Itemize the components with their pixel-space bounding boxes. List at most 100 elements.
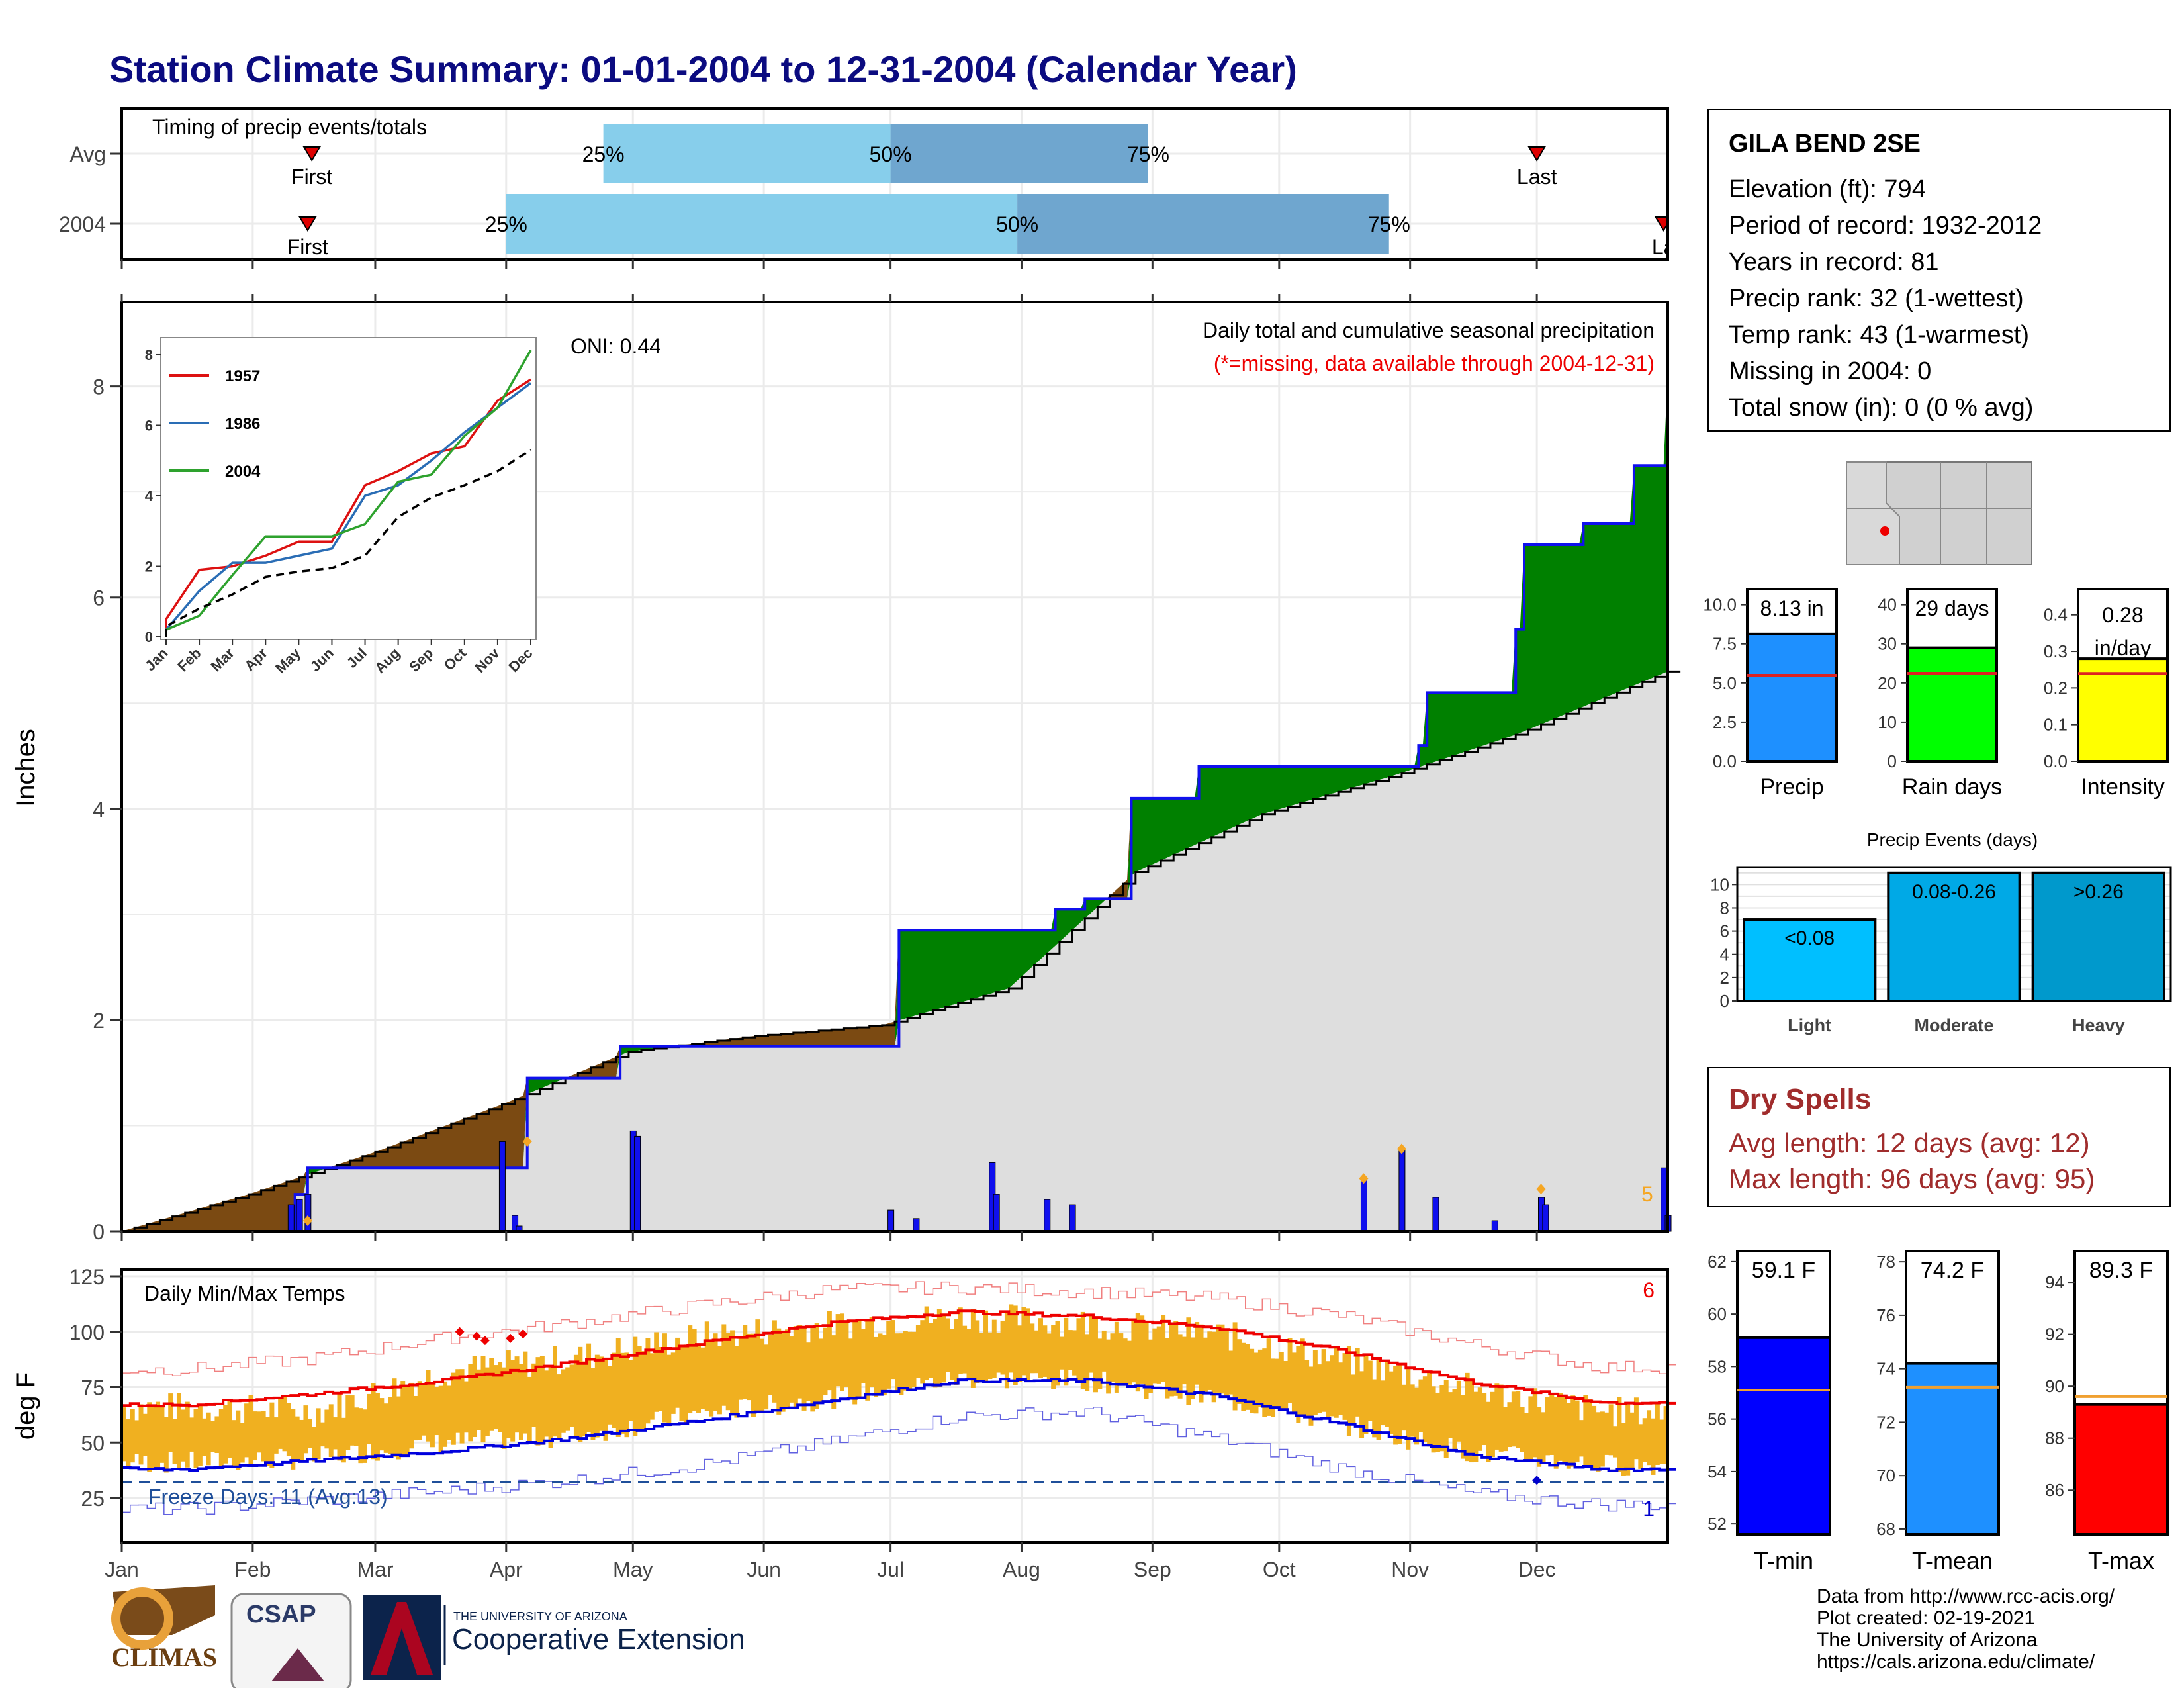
daily-temp-bar [375, 1392, 380, 1461]
daily-temp-bar [1393, 1366, 1398, 1445]
daily-temp-bar [1046, 1333, 1052, 1382]
daily-temp-bar [654, 1332, 659, 1412]
events-bar [1887, 871, 2021, 1002]
daily-temp-bar [1570, 1395, 1576, 1467]
daily-temp-bar [1321, 1349, 1326, 1412]
temp-bar-y-tick-label: 76 [1876, 1305, 1895, 1325]
events-bar-label: Heavy [2072, 1015, 2125, 1035]
daily-temp-bar [1059, 1336, 1064, 1370]
temp-panel: Daily Min/Max Temps 6 1 Freeze Days: 11 (Av… [11, 1265, 1676, 1581]
summary-y-tick-label: 0.0 [1713, 751, 1737, 771]
daily-temp-bar [713, 1333, 718, 1411]
daily-temp-bar [189, 1417, 195, 1452]
daily-temp-bar [1363, 1356, 1369, 1434]
daily-temp-bar [645, 1338, 651, 1424]
station-elevation: Elevation (ft): 794 [1729, 175, 1926, 203]
temp-x-tick-label: Oct [1263, 1558, 1296, 1581]
daily-temp-bar [1253, 1352, 1259, 1414]
daily-temp-bar [362, 1409, 367, 1463]
temp-y-tick-label: 75 [81, 1376, 105, 1400]
daily-temp-bar [1359, 1371, 1365, 1438]
daily-temp-bar [197, 1406, 203, 1466]
daily-temp-bar [265, 1417, 270, 1466]
daily-temp-bar [865, 1319, 870, 1401]
csap-logo-text: CSAP [246, 1601, 316, 1628]
daily-temp-bar [1080, 1311, 1085, 1389]
daily-temp-bar [1621, 1423, 1626, 1476]
daily-temp-bar [227, 1400, 232, 1458]
daily-temp-bar [819, 1338, 824, 1404]
avg-max-line [122, 1309, 1676, 1408]
daily-temp-bar [134, 1420, 140, 1454]
daily-temp-bar [1038, 1318, 1043, 1378]
daily-temp-bar [1346, 1346, 1351, 1436]
daily-temp-bar [594, 1354, 600, 1438]
temp-bar-y-tick-label: 52 [1707, 1514, 1727, 1534]
daily-temp-bar [459, 1369, 465, 1444]
daily-temp-bar [688, 1325, 693, 1414]
daily-precip-bar [634, 1135, 641, 1232]
daily-temp-bar [1262, 1348, 1267, 1417]
daily-temp-bar [1034, 1330, 1039, 1374]
daily-temp-bar [1600, 1411, 1605, 1467]
daily-temp-bar [493, 1365, 498, 1429]
daily-temp-bar [1461, 1395, 1466, 1459]
events-value-label: <0.08 [1784, 927, 1835, 949]
inset-series-line [165, 382, 532, 637]
daily-temp-bar [801, 1327, 807, 1411]
daily-temp-bar [282, 1397, 287, 1452]
footer-source: Data from http://www.rcc-acis.org/ [1817, 1585, 2115, 1607]
timing-p75-label: 75% [1368, 212, 1410, 236]
temp-bar-value-label: 74.2 F [1921, 1258, 1984, 1283]
daily-temp-bar [1629, 1412, 1635, 1470]
events-bar [1743, 918, 1877, 1002]
map-california [1846, 461, 1900, 565]
daily-temp-bar [603, 1358, 608, 1441]
daily-precip-bar [287, 1204, 295, 1232]
daily-temp-bar [933, 1319, 938, 1388]
temp-x-tick-label: Mar [357, 1558, 393, 1581]
summary-y-tick-label: 0.2 [2044, 678, 2068, 698]
daily-precip-bar [1491, 1220, 1498, 1232]
daily-temp-bar [286, 1403, 291, 1456]
daily-temp-bar [527, 1376, 532, 1442]
daily-temp-bar [231, 1420, 236, 1468]
station-years: Years in record: 81 [1729, 248, 1939, 276]
daily-temp-bar [181, 1409, 186, 1462]
daily-temp-bar [472, 1356, 477, 1438]
temp-bar-y-tick-label: 94 [2045, 1272, 2064, 1292]
temp-x-tick-label: Feb [234, 1558, 271, 1581]
daily-temp-bar [1604, 1412, 1610, 1455]
logos [111, 1585, 446, 1688]
summary-y-tick-label: 0.3 [2044, 641, 2068, 661]
summary-y-tick-label: 0 [1888, 751, 1897, 771]
daily-temp-bar [793, 1326, 798, 1409]
precip-subtitle: (*=missing, data available through 2004-… [1214, 352, 1655, 375]
daily-temp-bar [1241, 1342, 1246, 1411]
daily-temp-bar [252, 1411, 257, 1461]
daily-temp-bar [709, 1340, 714, 1417]
daily-temp-bar [1275, 1358, 1280, 1409]
daily-temp-bar [607, 1366, 612, 1425]
dry-spells-title: Dry Spells [1729, 1083, 1872, 1115]
inset-y-tick-label: 4 [145, 488, 154, 504]
daily-temp-bar [1224, 1330, 1229, 1398]
daily-temp-bar [1064, 1317, 1069, 1386]
csap-logo-frame [230, 1593, 352, 1688]
daily-temp-bar [1537, 1407, 1542, 1467]
record-max-line [122, 1281, 1676, 1376]
daily-temp-bar [535, 1357, 541, 1446]
precip-event-marker [522, 1136, 532, 1147]
daily-temp-bar [1617, 1397, 1622, 1472]
daily-temp-bar [1173, 1321, 1179, 1396]
daily-temp-bar [371, 1383, 376, 1460]
daily-temp-bar [823, 1327, 828, 1395]
ua-logo-line2: Cooperative Extension [452, 1623, 745, 1656]
daily-temp-bar [717, 1346, 722, 1415]
daily-temp-bar [426, 1370, 431, 1442]
daily-temp-bar [1177, 1334, 1183, 1399]
daily-temp-bar [1110, 1333, 1115, 1383]
daily-temp-bar [903, 1331, 908, 1391]
daily-temp-bar [899, 1333, 904, 1395]
